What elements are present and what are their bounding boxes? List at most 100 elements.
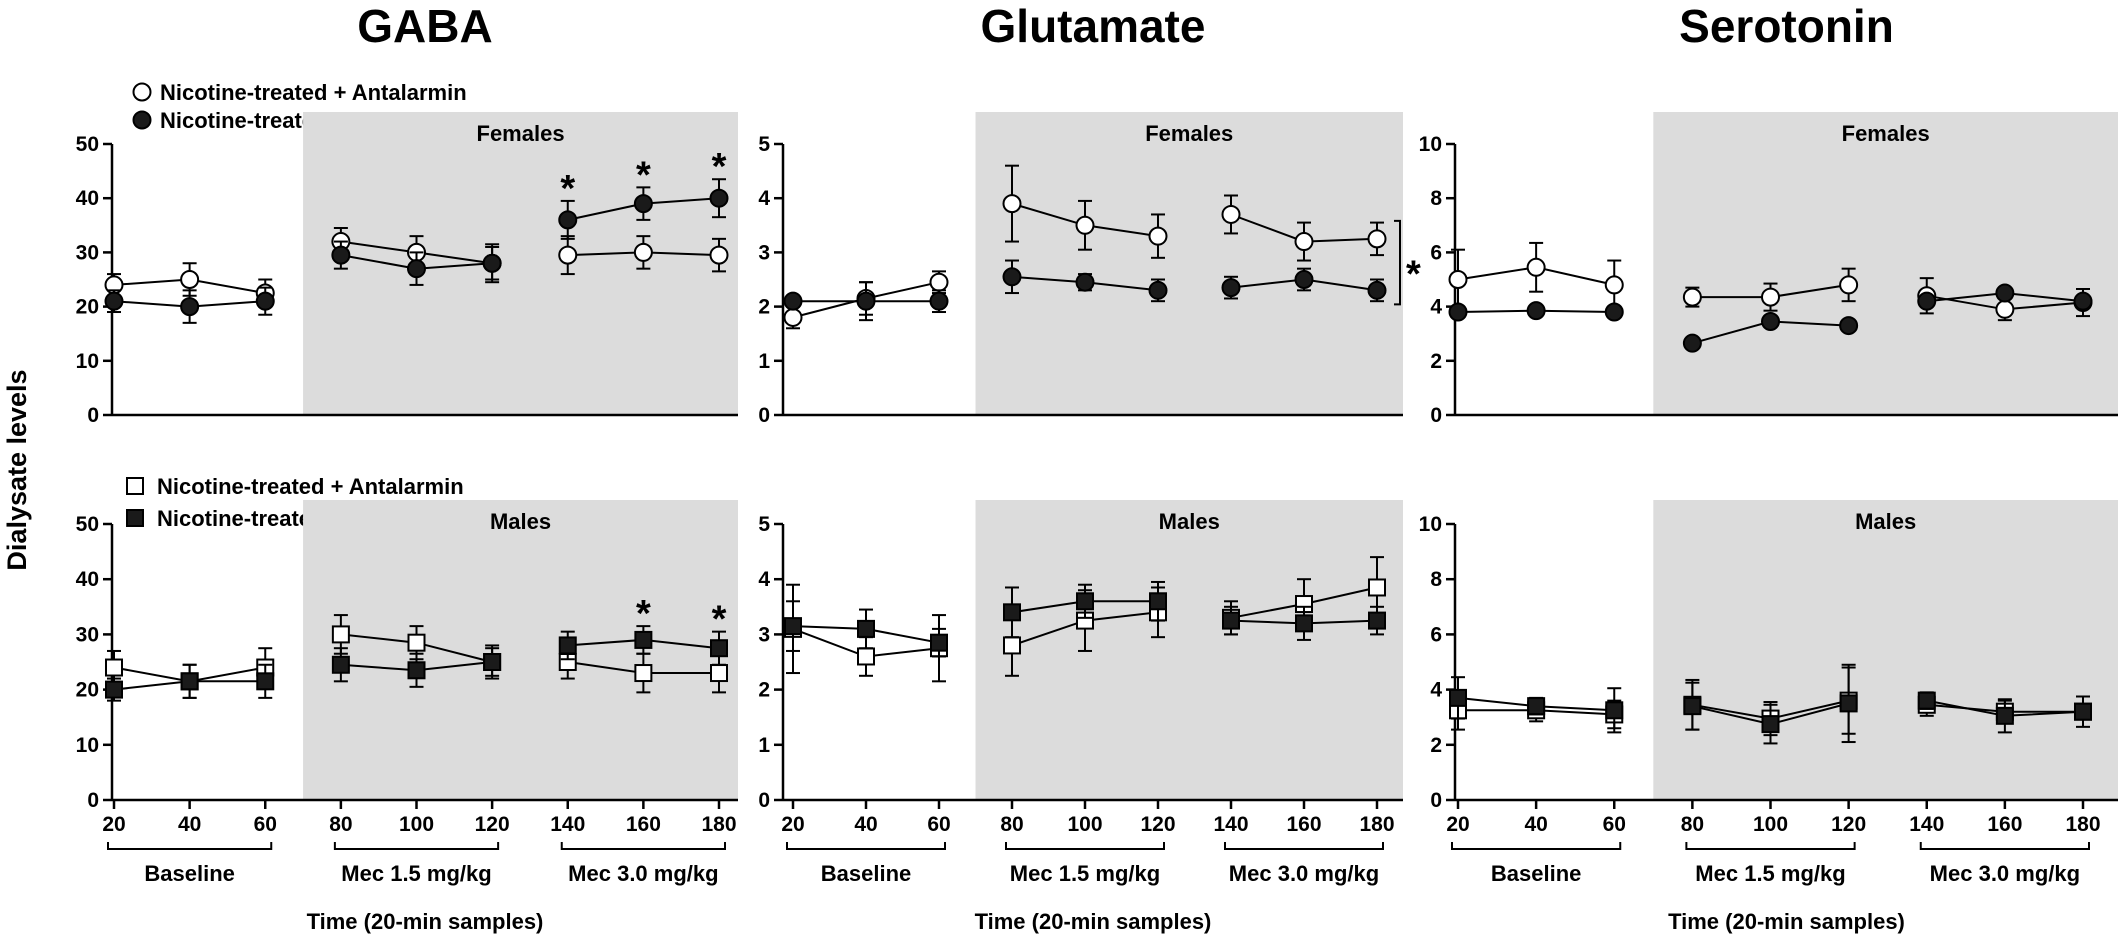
- y-tick-label: 3: [758, 241, 770, 264]
- y-tick-label: 0: [758, 789, 770, 812]
- chart-panel-3: Glutamate Females 0 1 2 3 4 5 *: [758, 0, 1421, 427]
- x-tick-label: 140: [550, 813, 585, 836]
- data-point: [1761, 287, 1780, 307]
- y-tick-label: 0: [1430, 789, 1442, 812]
- significance-star: *: [712, 599, 727, 641]
- y-tick-label: 10: [1419, 133, 1442, 156]
- legend-female-filled-label: Nicotine-treated: [160, 108, 327, 133]
- data-point: [180, 270, 200, 289]
- group-bracket: [786, 842, 946, 850]
- series-nicotine-treated: [1448, 283, 2093, 353]
- data-point: [1002, 267, 1022, 287]
- x-tick-label: 180: [1359, 813, 1394, 836]
- x-tick-label: 80: [1681, 813, 1704, 836]
- x-tick-label: 40: [1524, 813, 1547, 836]
- series-nicotine-treated: [1449, 663, 2092, 745]
- group-bracket: [1005, 842, 1165, 850]
- y-tick-label: 10: [76, 734, 99, 757]
- x-tick-label: 160: [626, 813, 661, 836]
- data-point: [256, 672, 275, 691]
- group-label: Mec 1.5 mg/kg: [1695, 861, 1845, 886]
- group-label: Mec 1.5 mg/kg: [341, 861, 491, 886]
- data-point: [1917, 291, 1937, 311]
- data-point: [1368, 611, 1386, 630]
- x-tick-label: 140: [1909, 813, 1944, 836]
- x-tick-label: 180: [2065, 813, 2100, 836]
- data-point: [1295, 614, 1313, 633]
- chart-panel-6: Males 0 2 4 6 8 10 20 40 60 80 100 120 140 160 180 Basel…: [1419, 500, 2118, 934]
- x-axis-label: Time (20-min samples): [975, 909, 1212, 934]
- y-tick-label: 10: [76, 350, 99, 373]
- data-point: [634, 664, 653, 683]
- data-point: [857, 619, 875, 638]
- legend-female: Nicotine-treated + Antalarmin Nicotine-t…: [132, 80, 467, 133]
- treatment-shade: [975, 112, 1403, 415]
- data-point: [1222, 611, 1240, 630]
- x-tick-label: 120: [1140, 813, 1175, 836]
- x-tick-label: 140: [1213, 813, 1248, 836]
- data-point: [1002, 194, 1022, 214]
- data-point: [1367, 280, 1387, 300]
- group-bracket: [1685, 842, 1856, 850]
- data-point: [1605, 701, 1624, 720]
- chart-panel-5: Serotonin Females 0 2 4 6 8 10: [1419, 0, 2118, 427]
- data-point: [1367, 229, 1387, 249]
- data-point: [1683, 697, 1702, 716]
- data-point: [633, 194, 653, 214]
- x-tick-label: 60: [927, 813, 950, 836]
- legend-male: Nicotine-treated + Antalarmin Nicotine-t…: [126, 474, 464, 531]
- series-nicotine-treated: [104, 178, 729, 324]
- series-nicotine-treated: [105, 625, 728, 702]
- x-tick-label: 100: [1067, 813, 1102, 836]
- y-tick-label: 30: [76, 241, 99, 264]
- data-point: [709, 245, 729, 265]
- data-point: [105, 680, 123, 699]
- data-point: [1221, 204, 1241, 224]
- x-tick-label: 20: [781, 813, 804, 836]
- y-axis-label: Dialysate levels: [2, 369, 32, 570]
- x-axis-label: Time (20-min samples): [307, 909, 544, 934]
- significance-star: *: [636, 154, 651, 196]
- data-point: [483, 653, 502, 671]
- x-tick-label: 120: [475, 813, 510, 836]
- y-tick-label: 4: [1430, 296, 1442, 319]
- data-point: [1149, 592, 1167, 611]
- y-tick-label: 4: [758, 568, 770, 591]
- data-point: [1221, 278, 1241, 298]
- data-point: [710, 664, 728, 683]
- data-point: [104, 291, 124, 311]
- y-tick-label: 50: [76, 133, 99, 156]
- data-point: [1075, 272, 1095, 292]
- chart-title: Glutamate: [981, 0, 1206, 52]
- data-point: [1839, 316, 1859, 336]
- data-point: [1604, 302, 1624, 322]
- legend-male-filled-label: Nicotine-treated: [157, 506, 324, 531]
- y-tick-label: 8: [1430, 187, 1442, 210]
- panel-label: Females: [477, 121, 565, 146]
- y-tick-label: 2: [1430, 734, 1442, 757]
- legend-filled-circle-marker: [132, 110, 152, 130]
- data-point: [709, 188, 729, 208]
- x-tick-label: 80: [329, 813, 352, 836]
- data-point: [558, 245, 578, 265]
- group-bracket: [333, 842, 500, 850]
- significance-star: *: [636, 593, 651, 635]
- x-tick-label: 160: [1286, 813, 1321, 836]
- data-point: [783, 291, 803, 311]
- series-nicotine-treated: [783, 259, 1387, 322]
- data-point: [1294, 270, 1314, 289]
- legend-female-open-label: Nicotine-treated + Antalarmin: [160, 80, 467, 105]
- x-tick-label: 80: [1000, 813, 1023, 836]
- significance-bracket: [1394, 219, 1401, 306]
- x-tick-label: 100: [1753, 813, 1788, 836]
- data-point: [1839, 275, 1859, 295]
- data-point: [634, 630, 653, 649]
- y-tick-label: 10: [1419, 513, 1442, 536]
- y-tick-label: 4: [1430, 679, 1442, 702]
- data-point: [1148, 280, 1168, 300]
- data-point: [482, 253, 502, 273]
- group-label: Baseline: [1491, 861, 1582, 886]
- x-tick-label: 40: [178, 813, 201, 836]
- chart-panel-2: Males 0 10 20 30 40 50 20 40 60 80 100 120 140 160 180 B…: [76, 500, 738, 934]
- data-point: [1839, 694, 1858, 713]
